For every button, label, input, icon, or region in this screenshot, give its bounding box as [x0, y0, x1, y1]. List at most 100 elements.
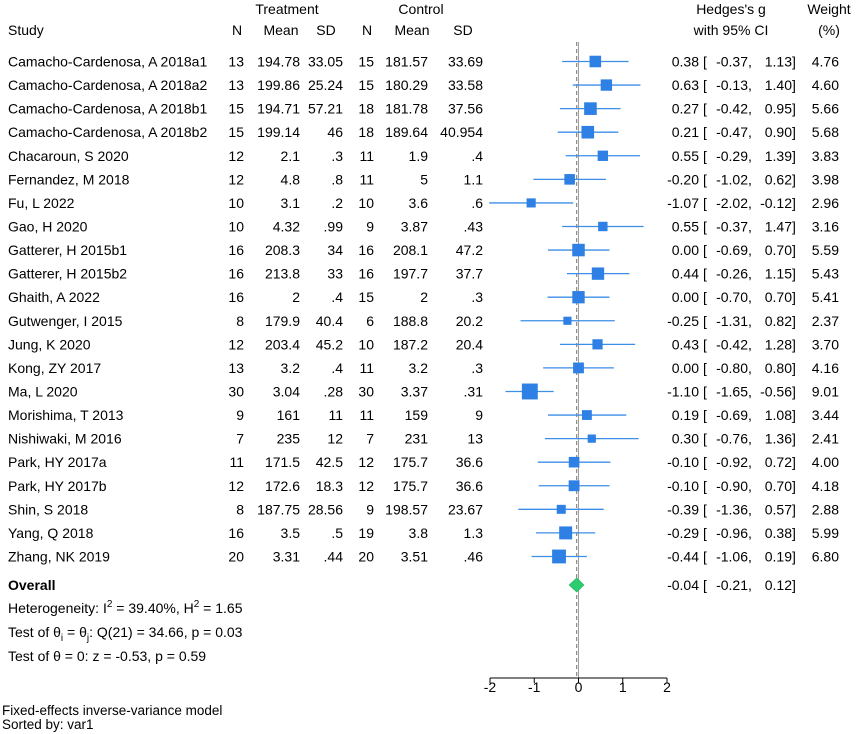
effect-square — [572, 243, 585, 257]
treatment-mean: 235 — [277, 431, 301, 447]
weight-value: 4.00 — [812, 454, 839, 470]
control-mean: 180.29 — [385, 77, 428, 93]
control-n: 15 — [358, 77, 374, 93]
study-row: Gatterer, H 2015b2 16 213.8 33 16 197.7 37.7 0.… — [8, 266, 839, 282]
control-sd: 37.56 — [448, 101, 483, 117]
effect-ci-separator: , — [748, 218, 752, 234]
footer-notes: Fixed-effects inverse-variance model Sor… — [2, 703, 222, 732]
effect-ci-close: ] — [792, 383, 796, 399]
effect-ci-lower: -0.37 — [716, 218, 748, 234]
study-row: Park, HY 2017b 12 172.6 18.3 12 175.7 36.6 -0.1… — [8, 478, 839, 494]
effect-ci-separator: , — [748, 101, 752, 117]
effect-square — [563, 316, 572, 325]
treatment-n: 11 — [229, 454, 244, 470]
effect-ci-upper: 1.15 — [765, 266, 792, 282]
effect-ci-lower: -0.26 — [716, 266, 748, 282]
x-axis-tick-label: -2 — [484, 679, 497, 695]
zero-effect-test-stat: Test of θ = 0: z = -0.53, p = 0.59 — [8, 648, 206, 664]
control-mean: 175.7 — [393, 454, 428, 470]
control-sd: .4 — [471, 148, 483, 164]
effect-ci-upper: -0.56 — [760, 383, 792, 399]
effect-square — [591, 267, 605, 280]
effect-estimate: -0.10 — [667, 478, 699, 494]
study-name: Camacho-Cardenosa, A 2018b1 — [8, 101, 207, 117]
treatment-sd: 42.5 — [316, 454, 343, 470]
study-row: Kong, ZY 2017 13 3.2 .4 11 3.2 .3 0.00[-0.80, 0.… — [8, 360, 839, 376]
effect-ci-close: ] — [792, 171, 796, 187]
control-mean: 181.78 — [385, 101, 428, 117]
effect-ci-lower: -0.37 — [716, 54, 748, 70]
overall-ci-open: [ — [703, 577, 707, 593]
treatment-mean: 171.5 — [265, 454, 300, 470]
study-name: Fu, L 2022 — [8, 195, 75, 211]
control-n: 12 — [358, 454, 374, 470]
effect-square — [568, 456, 580, 468]
control-n: 19 — [358, 525, 374, 541]
overall-estimate: -0.04 — [667, 577, 699, 593]
study-name: Nishiwaki, M 2016 — [8, 431, 122, 447]
effect-estimate: -0.39 — [667, 501, 699, 517]
effect-ci-lower: -0.13 — [716, 77, 748, 93]
effect-ci-upper: 0.80 — [765, 360, 792, 376]
effect-ci-close: ] — [792, 124, 796, 140]
study-row: Fernandez, M 2018 12 4.8 .8 11 5 1.1 -0.20[-1.0… — [8, 171, 839, 187]
study-name: Gatterer, H 2015b1 — [8, 242, 127, 258]
effect-ci-separator: , — [748, 383, 752, 399]
homogeneity-text-a: Test of θ — [8, 624, 61, 640]
treatment-mean: 2 — [292, 289, 300, 305]
control-sd: 1.1 — [464, 171, 484, 187]
treatment-sd: .8 — [331, 171, 343, 187]
effect-square — [589, 55, 602, 68]
control-sd: 47.2 — [456, 242, 483, 258]
x-axis-tick-label: 0 — [575, 679, 583, 695]
effect-estimate: 0.55 — [672, 148, 699, 164]
control-mean: 2 — [420, 289, 428, 305]
treatment-mean: 4.8 — [281, 171, 301, 187]
control-mean: 3.6 — [409, 195, 429, 211]
treatment-n: 15 — [228, 101, 244, 117]
control-mean: 175.7 — [393, 478, 428, 494]
header-control-group: Control — [398, 1, 443, 17]
effect-estimate: 0.44 — [672, 266, 699, 282]
heterogeneity-superscript-2: 2 — [194, 599, 200, 610]
treatment-n: 16 — [228, 266, 244, 282]
overall-ci-upper: 0.12 — [765, 577, 792, 593]
effect-ci-open: [ — [703, 525, 707, 541]
effect-ci-lower: -2.02 — [716, 195, 748, 211]
effect-estimate: -0.29 — [667, 525, 699, 541]
study-name: Morishima, T 2013 — [8, 407, 124, 423]
treatment-mean: 203.4 — [265, 336, 300, 352]
effect-ci-separator: , — [748, 501, 752, 517]
study-row: Ma, L 2020 30 3.04 .28 30 3.37 .31 -1.10[-1.65,… — [8, 383, 839, 399]
treatment-mean: 2.1 — [281, 148, 301, 164]
treatment-n: 8 — [236, 501, 244, 517]
effect-ci-open: [ — [703, 336, 707, 352]
treatment-n: 10 — [228, 218, 244, 234]
weight-value: 3.83 — [812, 148, 839, 164]
heterogeneity-stat: Heterogeneity: I2 = 39.40%, H2 = 1.65 — [8, 599, 243, 616]
control-sd: .43 — [464, 218, 484, 234]
effect-ci-close: ] — [792, 313, 796, 329]
control-sd: .6 — [471, 195, 483, 211]
homogeneity-test-stat: Test of θi = θj: Q(21) = 34.66, p = 0.03 — [8, 624, 243, 644]
effect-ci-separator: , — [748, 548, 752, 564]
effect-ci-upper: 0.70 — [765, 289, 792, 305]
overall-ci-separator: , — [748, 577, 752, 593]
weight-value: 5.59 — [812, 242, 839, 258]
treatment-n: 12 — [228, 478, 244, 494]
weight-value: 5.43 — [812, 266, 839, 282]
header-effect-size-ci: with 95% CI — [693, 22, 769, 38]
effect-estimate: 0.30 — [672, 431, 699, 447]
effect-estimate: 0.55 — [672, 218, 699, 234]
study-row: Camacho-Cardenosa, A 2018b1 15 194.71 57.21… — [8, 101, 839, 117]
effect-ci-open: [ — [703, 360, 707, 376]
effect-ci-separator: , — [748, 54, 752, 70]
effect-ci-open: [ — [703, 266, 707, 282]
treatment-sd: 40.4 — [316, 313, 343, 329]
effect-ci-lower: -1.31 — [716, 313, 748, 329]
effect-ci-separator: , — [748, 478, 752, 494]
effect-estimate: 0.27 — [672, 101, 699, 117]
treatment-n: 12 — [228, 336, 244, 352]
control-n: 10 — [358, 195, 374, 211]
effect-ci-separator: , — [748, 313, 752, 329]
